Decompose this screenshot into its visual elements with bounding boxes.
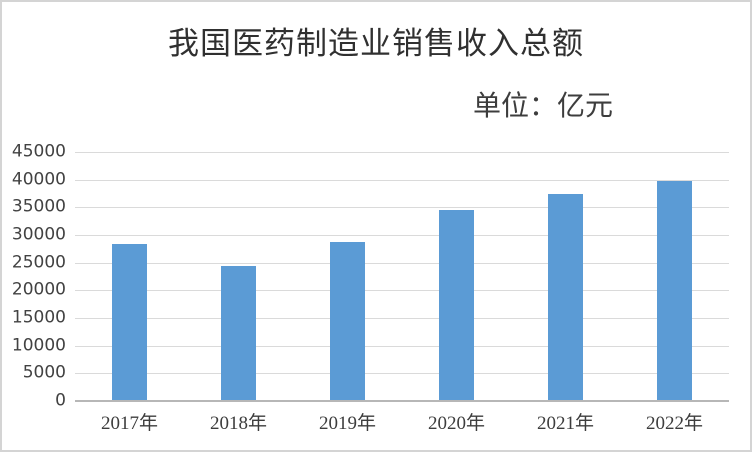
x-axis-category-label: 2018年	[209, 413, 267, 434]
bar-2017年	[112, 243, 147, 400]
bar-slot	[620, 151, 729, 400]
y-axis-tick-label: 5000	[22, 362, 66, 383]
y-axis-tick-label: 20000	[11, 279, 66, 300]
gridline	[75, 373, 729, 375]
x-axis-category-label: 2017年	[100, 413, 158, 434]
gridline	[75, 317, 729, 319]
gridline	[75, 290, 729, 292]
bar-2021年	[548, 194, 583, 400]
bar-slot	[75, 151, 184, 400]
bar-slot	[293, 151, 402, 400]
bar-slot	[402, 151, 511, 400]
gridline	[75, 234, 729, 236]
x-axis-labels: 2017年 2018年 2019年 2020年 2021年 2022年	[75, 408, 729, 435]
y-axis-tick-label: 30000	[11, 224, 66, 245]
gridline	[75, 345, 729, 347]
gridline	[75, 179, 729, 181]
bar-2020年	[439, 210, 474, 400]
bar-series	[75, 151, 729, 400]
bar-2022年	[657, 181, 692, 400]
bar-2019年	[330, 242, 365, 400]
gridline	[75, 152, 729, 153]
bar-2018年	[221, 265, 256, 400]
x-axis-category-label: 2021年	[536, 413, 594, 434]
y-axis-tick-label: 40000	[11, 169, 66, 190]
x-axis-category-label: 2022年	[645, 413, 703, 434]
x-axis-category-label: 2019年	[318, 413, 376, 434]
y-axis-tick-label: 25000	[11, 252, 66, 273]
x-axis-category-label: 2020年	[427, 413, 485, 434]
y-axis-tick-label: 0	[55, 390, 66, 411]
y-axis-tick-label: 15000	[11, 307, 66, 328]
gridline	[75, 207, 729, 209]
chart-title: 我国医药制造业销售收入总额	[168, 26, 584, 61]
plot-area	[75, 151, 729, 402]
y-axis-tick-label: 45000	[11, 141, 66, 162]
y-axis-tick-label: 35000	[11, 196, 66, 217]
x-axis-line	[75, 400, 729, 402]
bar-slot	[184, 151, 293, 400]
unit-label: 单位：亿元	[473, 91, 614, 122]
gridline	[75, 262, 729, 264]
y-axis-tick-label: 10000	[11, 335, 66, 356]
bar-slot	[511, 151, 620, 400]
y-axis-labels: 0 5000 10000 15000 20000 25000 30000 35000 40000…	[2, 142, 66, 411]
